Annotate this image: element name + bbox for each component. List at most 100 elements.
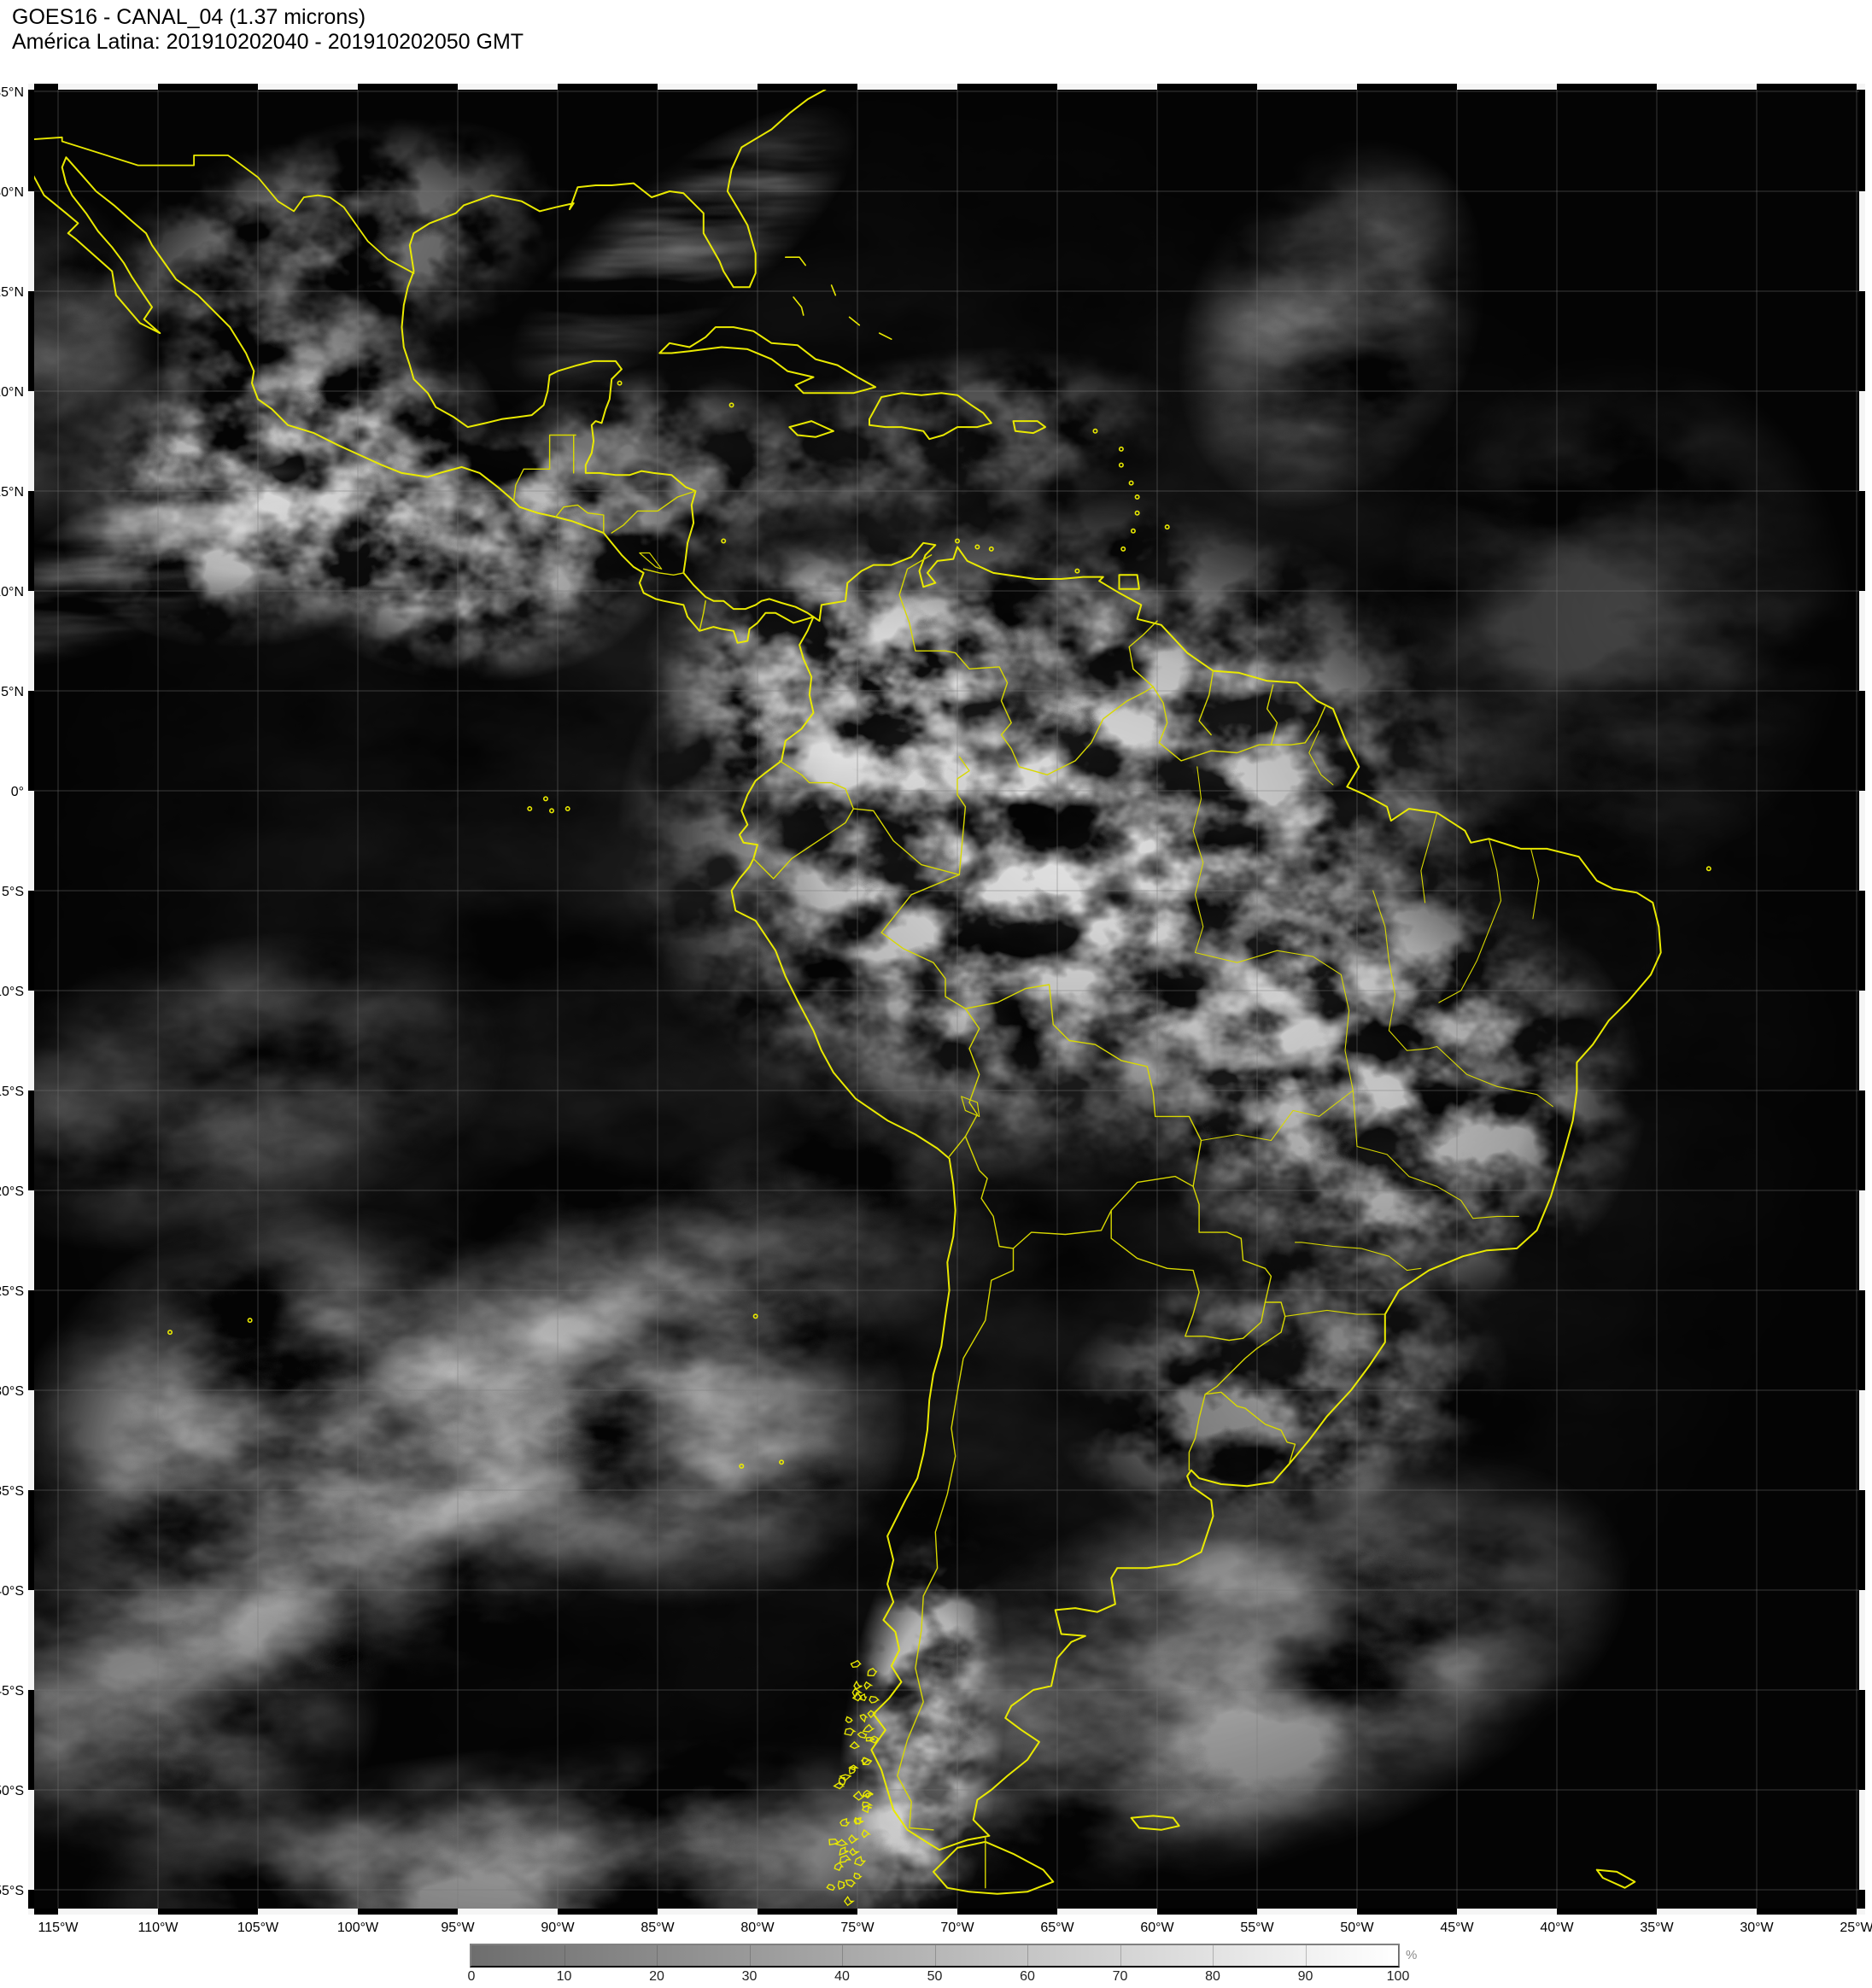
fjord-islet bbox=[854, 1856, 867, 1867]
fjord-islet bbox=[859, 1714, 869, 1723]
colorbar-tick bbox=[934, 1945, 936, 1966]
map-frame-segment bbox=[1859, 1890, 1865, 1909]
lake-outline bbox=[961, 1096, 980, 1117]
country-border bbox=[1198, 669, 1214, 736]
country-border bbox=[898, 554, 1021, 768]
lon-label: 115°W bbox=[38, 1921, 79, 1935]
colorbar-tick bbox=[657, 1945, 658, 1966]
map-frame-segment bbox=[1157, 1909, 1257, 1915]
fjord-islet bbox=[839, 1817, 851, 1827]
map-frame-segment bbox=[1859, 90, 1865, 91]
islet-dot bbox=[721, 538, 727, 544]
lon-label: 40°W bbox=[1540, 1921, 1574, 1935]
country-border bbox=[880, 874, 967, 1009]
state-border bbox=[1192, 766, 1204, 954]
fjord-islet bbox=[838, 1776, 846, 1786]
country-border bbox=[964, 1008, 980, 1137]
coastline bbox=[658, 326, 877, 395]
map-frame-segment bbox=[1757, 84, 1857, 90]
country-border bbox=[699, 600, 706, 632]
lon-label: 50°W bbox=[1340, 1921, 1374, 1935]
fjord-islet bbox=[848, 1764, 859, 1771]
country-border bbox=[1012, 1209, 1112, 1249]
fjord-islet bbox=[833, 1781, 845, 1790]
lon-label: 105°W bbox=[237, 1921, 279, 1935]
lat-label: 15°S bbox=[0, 1085, 24, 1099]
fjord-islet bbox=[849, 1847, 861, 1856]
lat-label: 15°N bbox=[0, 485, 24, 500]
lat-label: 50°S bbox=[0, 1784, 24, 1798]
colorbar-tick-label: 90 bbox=[1297, 1969, 1313, 1984]
colorbar-tick-label: 50 bbox=[927, 1969, 943, 1984]
header: GOES16 - CANAL_04 (1.37 microns) América… bbox=[12, 5, 524, 55]
fjord-islet bbox=[826, 1884, 836, 1892]
map-frame-segment bbox=[1557, 84, 1657, 90]
map-frame-segment bbox=[28, 1890, 34, 1909]
map-frame-segment bbox=[558, 1909, 658, 1915]
country-border bbox=[1110, 1175, 1194, 1212]
colorbar-tick-label: 20 bbox=[649, 1969, 664, 1984]
country-border bbox=[1018, 620, 1158, 775]
lon-label: 65°W bbox=[1040, 1921, 1074, 1935]
lon-label: 70°W bbox=[940, 1921, 974, 1935]
islet-dot bbox=[1134, 510, 1140, 516]
map-frame-band bbox=[28, 1909, 1865, 1915]
lon-label: 95°W bbox=[441, 1921, 475, 1935]
map-frame-segment bbox=[957, 1909, 1057, 1915]
map-frame-segment bbox=[1757, 1909, 1857, 1915]
islet-dot bbox=[728, 402, 734, 408]
country-border bbox=[1267, 684, 1278, 746]
fjord-islet bbox=[853, 1680, 863, 1690]
lat-label: 5°S bbox=[2, 885, 24, 899]
map-frame-segment bbox=[1357, 84, 1457, 90]
islet-dot bbox=[247, 1318, 253, 1324]
country-border bbox=[555, 504, 605, 534]
islet-dot bbox=[617, 380, 623, 386]
country-border bbox=[964, 1136, 1015, 1249]
map-frame-segment bbox=[158, 84, 258, 90]
map-frame-segment bbox=[1859, 691, 1865, 791]
country-border bbox=[948, 1136, 967, 1157]
state-border bbox=[1420, 812, 1438, 903]
fjord-islet bbox=[851, 1693, 863, 1702]
islet-dot bbox=[1705, 866, 1711, 872]
colorbar-tick-label: 80 bbox=[1205, 1969, 1220, 1984]
coastline bbox=[932, 1840, 1055, 1895]
map-frame-segment bbox=[28, 1690, 34, 1790]
fjord-islet bbox=[848, 1834, 860, 1845]
fjord-islet bbox=[852, 1790, 867, 1801]
map-frame-segment bbox=[957, 84, 1057, 90]
islet-dot bbox=[752, 1313, 758, 1319]
fjord-islet bbox=[837, 1880, 846, 1891]
colorbar-tick bbox=[1120, 1945, 1121, 1966]
island-outline bbox=[793, 296, 804, 316]
islet-dot bbox=[739, 1463, 745, 1469]
colorbar-tick bbox=[749, 1945, 751, 1966]
lat-label: 25°N bbox=[0, 285, 24, 300]
colorbar-tick-label: 0 bbox=[467, 1969, 476, 1984]
map-frame-band bbox=[28, 84, 1865, 90]
state-border bbox=[1436, 1045, 1553, 1108]
lon-label: 80°W bbox=[740, 1921, 775, 1935]
colorbar-tick-label: 10 bbox=[556, 1969, 572, 1984]
state-border bbox=[1294, 1242, 1422, 1272]
map-frame-segment bbox=[28, 691, 34, 791]
map-frame-segment bbox=[28, 291, 34, 391]
islet-dot bbox=[167, 1330, 173, 1336]
map-frame-segment bbox=[1859, 1490, 1865, 1590]
lon-label: 75°W bbox=[840, 1921, 875, 1935]
country-border bbox=[964, 984, 1202, 1187]
fjord-islet bbox=[839, 1846, 849, 1856]
lon-label: 60°W bbox=[1140, 1921, 1174, 1935]
fjord-islet bbox=[867, 1667, 878, 1677]
islet-dot bbox=[527, 806, 533, 812]
colorbar-tick bbox=[1027, 1945, 1028, 1966]
cloud-region bbox=[43, 1341, 1085, 1909]
fjord-islet bbox=[834, 1839, 849, 1846]
fjord-islet bbox=[839, 1774, 851, 1781]
lat-label: 55°S bbox=[0, 1884, 24, 1898]
map-frame-segment bbox=[1557, 1909, 1657, 1915]
fjord-islet bbox=[853, 1872, 863, 1880]
latlon-grid bbox=[34, 90, 1859, 1909]
